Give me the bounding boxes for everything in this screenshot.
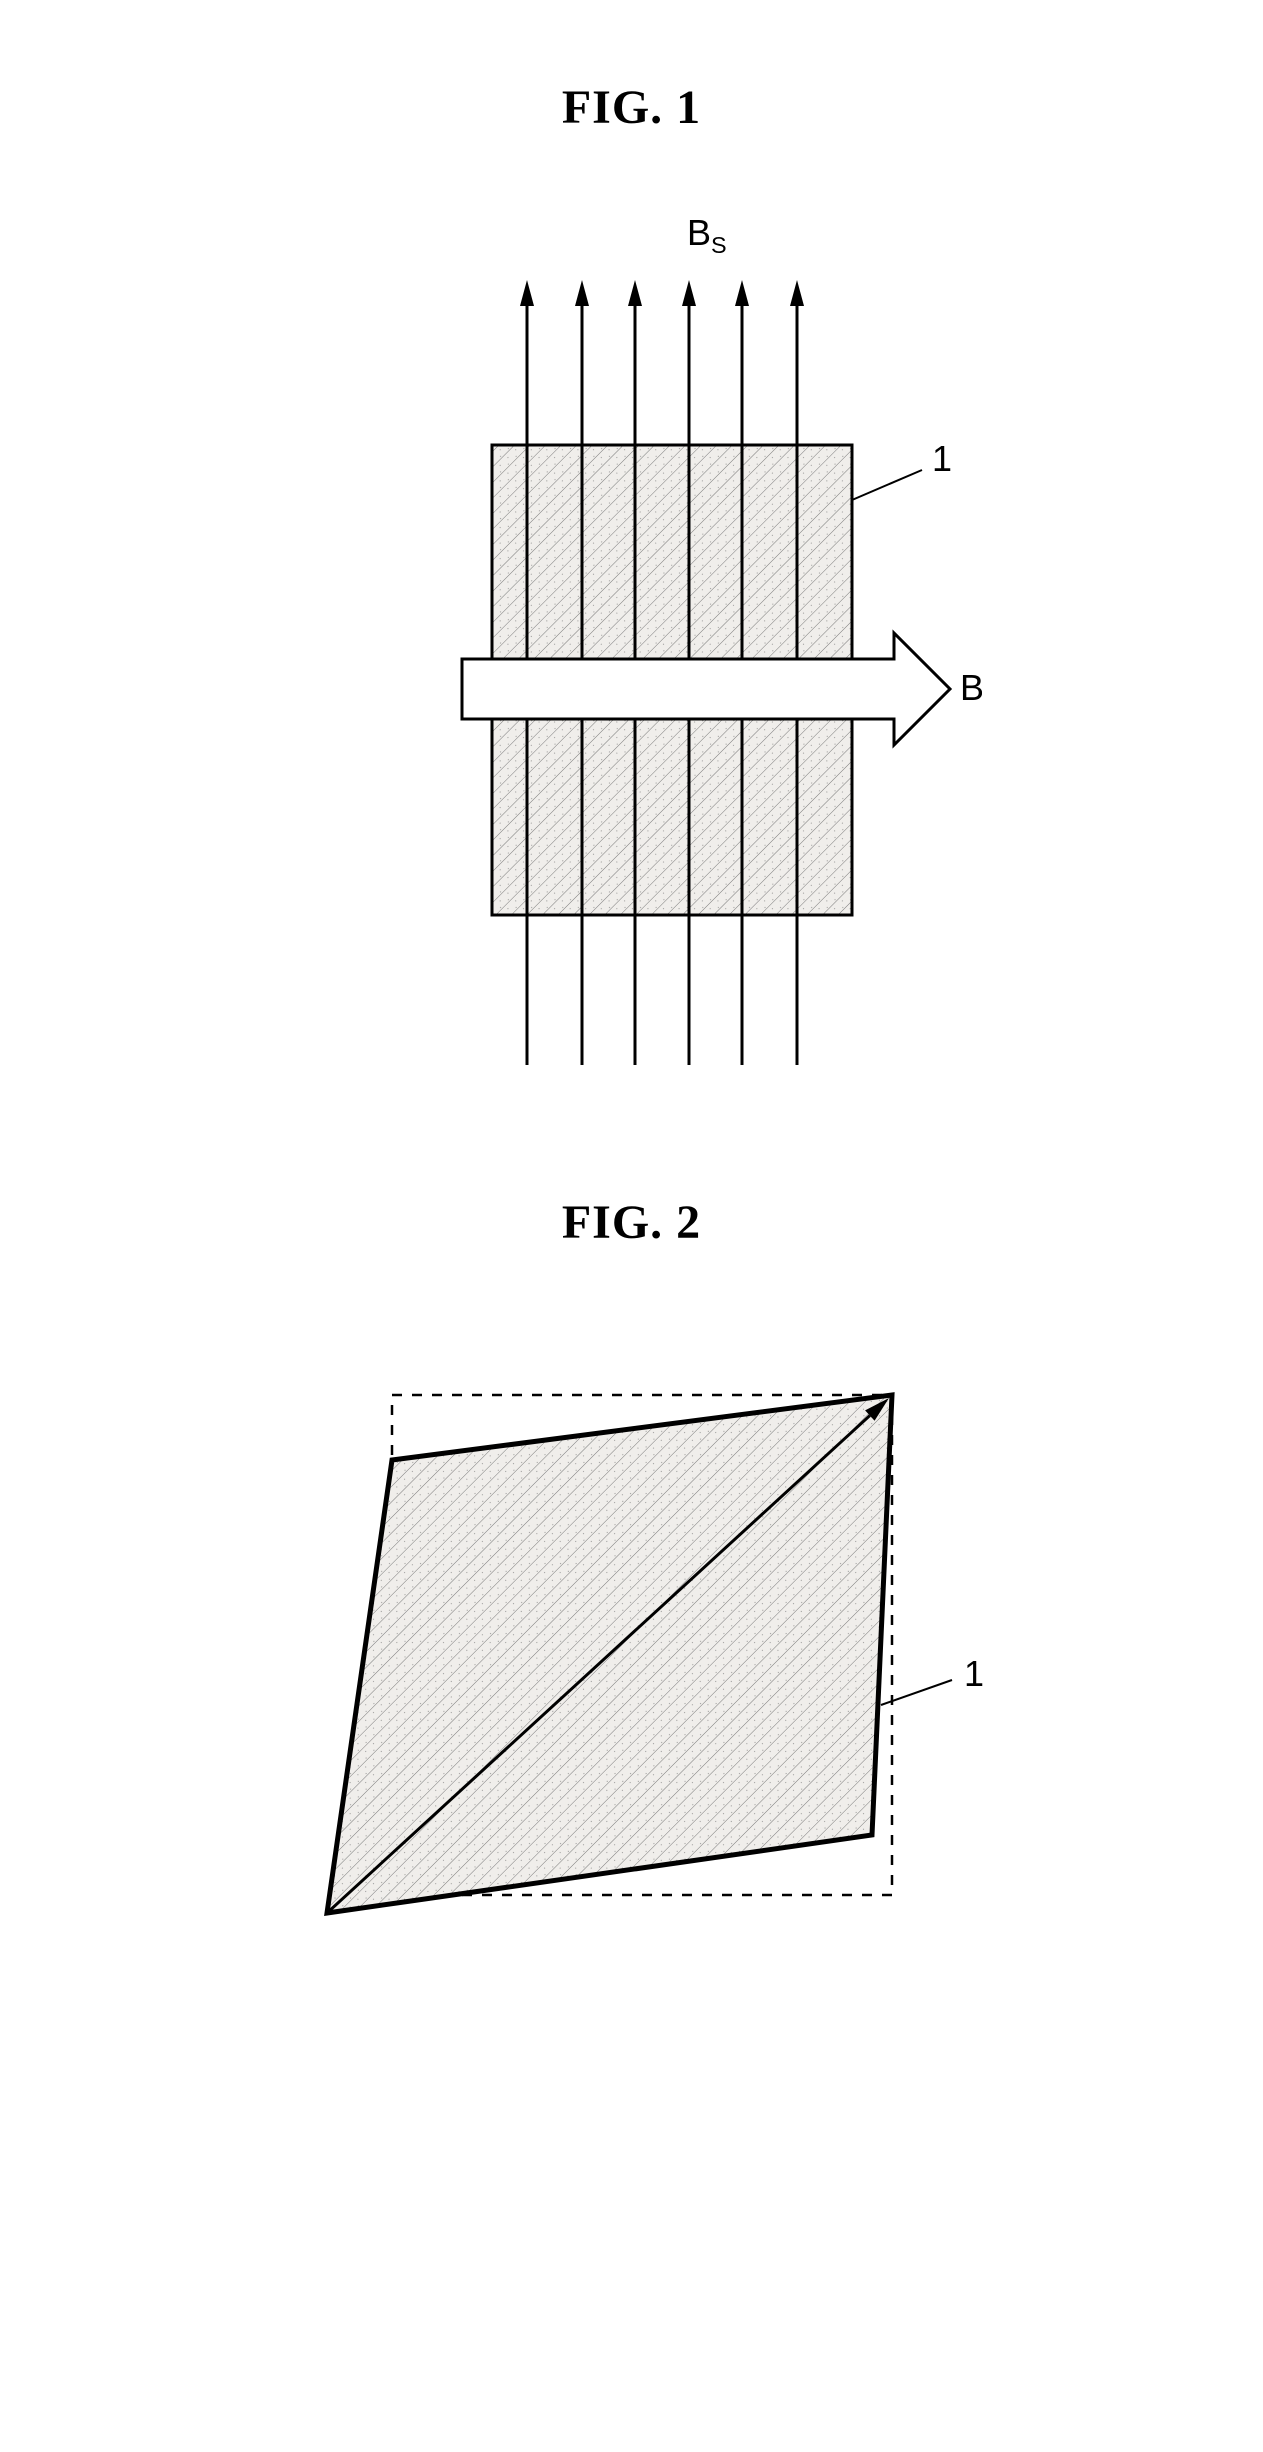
svg-text:1: 1 [932,438,952,479]
figure-1-block: FIG. 1 BS BD 1 [282,80,982,1095]
page: FIG. 1 BS BD 1 FIG. 2 1 [0,0,1263,1970]
svg-text:1: 1 [964,1653,984,1694]
figure-1-svg: BS BD 1 [282,195,982,1095]
figure-2-title: FIG. 2 [562,1195,701,1250]
figure-2-block: FIG. 2 1 [272,1195,992,1970]
figure-1-title: FIG. 1 [562,80,701,135]
svg-text:BS: BS [687,212,727,258]
svg-text:BD: BD [960,667,982,713]
figure-2-svg: 1 [272,1310,992,1970]
